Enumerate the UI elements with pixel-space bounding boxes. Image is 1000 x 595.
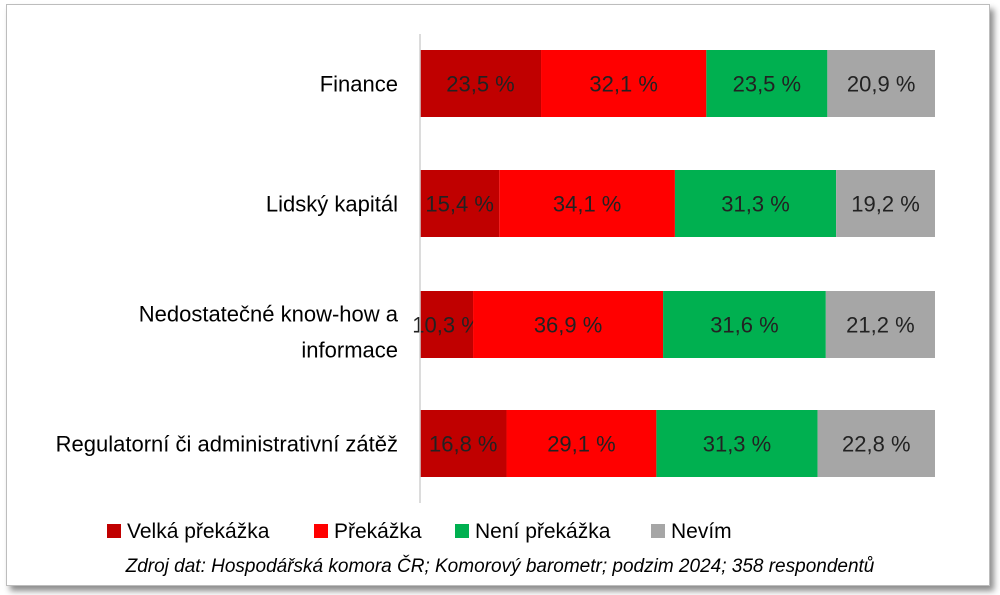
bar-segment — [663, 291, 826, 358]
bar-segment — [656, 410, 818, 477]
bar-segment — [506, 410, 657, 477]
category-label: Nedostatečné know-how a informace — [139, 302, 399, 363]
legend: Velká překážka Překážka Není překážka Nevím — [107, 520, 732, 543]
bar-segment — [420, 170, 500, 237]
data-label: 31,6 % — [710, 313, 779, 338]
data-label: 23,5 % — [446, 72, 515, 97]
bar-segment — [836, 170, 935, 237]
data-label: 22,8 % — [842, 432, 911, 457]
source-note: Zdroj dat: Hospodářská komora ČR; Komoro… — [125, 556, 875, 577]
legend-label: Není překážka — [475, 520, 611, 543]
data-label: 15,4 % — [425, 192, 494, 217]
bar-segment — [420, 291, 474, 358]
legend-label: Překážka — [334, 520, 422, 543]
data-label: 36,9 % — [534, 313, 603, 338]
data-label: 29,1 % — [547, 432, 616, 457]
category-labels: Finance Lidský kapitál Nedostatečné know-h… — [56, 72, 399, 457]
legend-label: Velká překážka — [127, 520, 270, 543]
legend-label: Nevím — [671, 520, 732, 543]
bars-layer: 23,5 % 32,1 % 23,5 % 20,9 % 15,4 % 34,1 % 31,3… — [412, 50, 935, 477]
bar-segment — [499, 170, 675, 237]
data-label: 10,3 % — [412, 313, 481, 338]
data-label: 31,3 % — [703, 432, 772, 457]
data-label: 20,9 % — [847, 72, 916, 97]
category-label: Regulatorní či administrativní zátěž — [56, 432, 398, 457]
bar-segment — [706, 50, 828, 117]
bar-segment — [825, 291, 935, 358]
legend-swatch — [651, 524, 665, 538]
category-label: Finance — [320, 72, 398, 97]
data-label: 32,1 % — [589, 72, 658, 97]
data-label: 21,2 % — [846, 313, 915, 338]
bar-segment — [541, 50, 707, 117]
data-label: 19,2 % — [851, 192, 920, 217]
bar-segment — [420, 410, 507, 477]
category-label: Lidský kapitál — [266, 192, 398, 217]
bar-segment — [473, 291, 664, 358]
data-label: 31,3 % — [721, 192, 790, 217]
legend-swatch — [455, 524, 469, 538]
data-label: 34,1 % — [553, 192, 622, 217]
data-label: 16,8 % — [429, 432, 498, 457]
data-label: 23,5 % — [733, 72, 802, 97]
legend-swatch — [107, 524, 121, 538]
bar-segment — [420, 50, 542, 117]
bar-segment — [817, 410, 935, 477]
legend-swatch — [314, 524, 328, 538]
bar-segment — [827, 50, 935, 117]
bar-segment — [674, 170, 837, 237]
